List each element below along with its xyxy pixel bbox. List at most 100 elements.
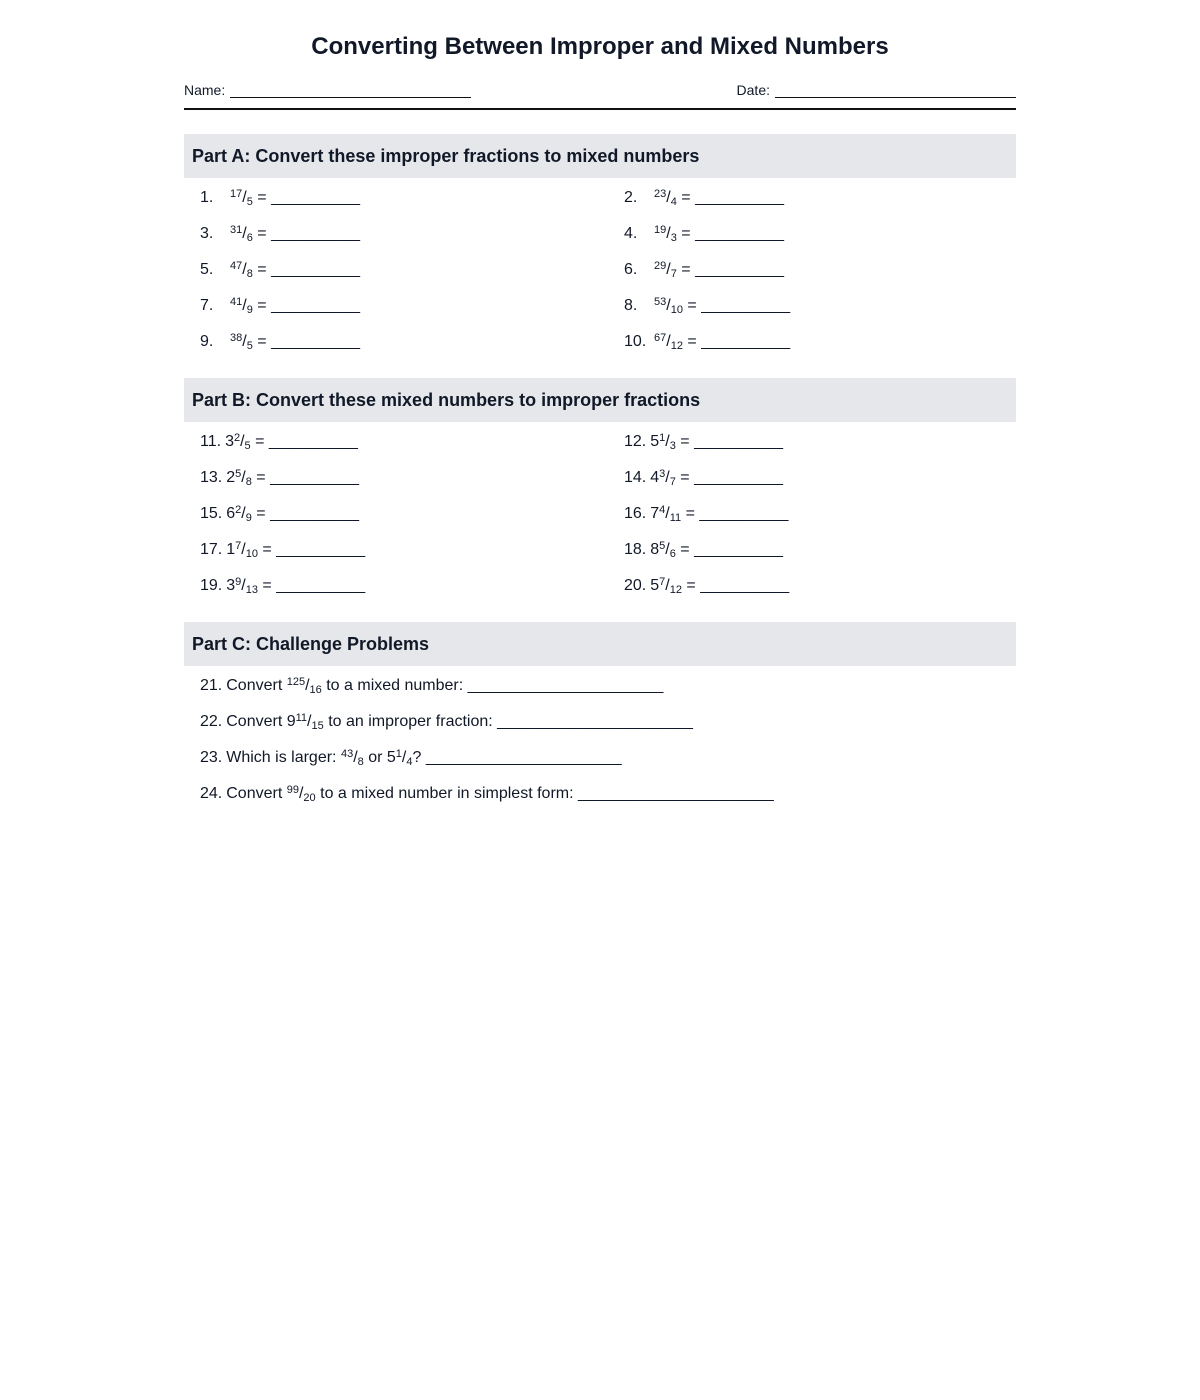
problem-text: to a mixed number:: [321, 677, 468, 694]
date-field[interactable]: Date:: [737, 82, 1016, 98]
answer-blank[interactable]: __________: [271, 297, 361, 314]
problem-number: 7.: [200, 297, 214, 314]
denominator: 6: [669, 548, 676, 560]
denominator: 12: [670, 340, 683, 352]
denominator: 5: [246, 196, 253, 208]
problem-item: 20. 57/12 = __________: [624, 576, 790, 596]
problem-text: or 5: [363, 749, 396, 766]
answer-blank[interactable]: ______________________: [577, 785, 774, 802]
problem-number: 2.: [624, 189, 638, 206]
part-c-heading: Part C: Challenge Problems: [184, 622, 1016, 666]
answer-blank[interactable]: __________: [276, 541, 366, 558]
answer-blank[interactable]: __________: [699, 505, 789, 522]
answer-blank[interactable]: ______________________: [497, 713, 693, 730]
answer-blank[interactable]: __________: [694, 433, 784, 450]
problem-item: 16. 74/11 = __________: [624, 504, 789, 524]
problem-number: 20.: [624, 577, 647, 594]
problem-item: 5. 47/8 = __________: [200, 252, 624, 288]
numerator: 17: [230, 188, 243, 200]
numerator: 19: [654, 224, 667, 236]
answer-blank[interactable]: __________: [695, 261, 785, 278]
numerator: 5: [235, 468, 242, 480]
date-label: Date:: [736, 82, 770, 98]
denominator: 8: [357, 756, 364, 768]
numerator: 43: [340, 748, 354, 760]
challenge-item: 23. Which is larger: 43/8 or 51/4? ______…: [200, 748, 622, 768]
answer-blank[interactable]: __________: [268, 433, 358, 450]
denominator: 8: [245, 476, 252, 488]
name-line[interactable]: [230, 83, 472, 98]
denominator: 5: [244, 440, 251, 452]
problem-number: 14.: [624, 469, 647, 486]
answer-blank[interactable]: __________: [271, 225, 361, 242]
problem-item: 13. 25/8 = __________: [200, 468, 360, 488]
denominator: 13: [245, 584, 258, 596]
problem-number: 24.: [200, 785, 223, 802]
answer-blank[interactable]: ______________________: [467, 677, 664, 694]
page-title: Converting Between Improper and Mixed Nu…: [311, 33, 889, 60]
answer-blank[interactable]: __________: [695, 189, 785, 206]
answer-blank[interactable]: __________: [271, 333, 361, 350]
numerator: 2: [233, 432, 241, 444]
problem-number: 4.: [624, 225, 638, 242]
problem-number: 17.: [200, 541, 223, 558]
denominator: 4: [670, 196, 677, 208]
answer-blank[interactable]: __________: [694, 541, 784, 558]
answer-blank[interactable]: __________: [700, 577, 790, 594]
denominator: 3: [670, 232, 677, 244]
answer-blank[interactable]: __________: [276, 577, 366, 594]
problem-item: 1. 17/5 = __________: [200, 180, 624, 216]
problem-item: 9. 38/5 = __________: [200, 324, 624, 360]
problem-text: Convert: [226, 677, 287, 694]
denominator: 8: [246, 268, 253, 280]
numerator: 38: [230, 332, 243, 344]
whole-number: 3: [225, 433, 234, 450]
answer-blank[interactable]: __________: [701, 333, 791, 350]
numerator: 5: [659, 540, 666, 552]
numerator: 53: [654, 296, 667, 308]
problem-number: 22.: [200, 713, 223, 730]
problem-item: 14. 43/7 = __________: [624, 468, 784, 488]
problem-number: 5.: [200, 261, 214, 278]
problem-number: 15.: [200, 505, 223, 522]
answer-blank[interactable]: __________: [270, 469, 360, 486]
whole-number: 4: [650, 469, 660, 486]
problem-item: 11. 32/5 = __________: [200, 432, 358, 452]
answer-blank[interactable]: __________: [694, 469, 784, 486]
problem-item: 15. 62/9 = __________: [200, 504, 360, 524]
whole-number: 1: [226, 541, 236, 558]
problem-item: 18. 85/6 = __________: [624, 540, 784, 560]
problem-number: 12.: [624, 433, 647, 450]
answer-blank[interactable]: ______________________: [425, 749, 622, 766]
answer-blank[interactable]: __________: [271, 189, 361, 206]
name-label: Name:: [184, 82, 226, 98]
date-line[interactable]: [775, 83, 1016, 98]
problem-number: 23.: [200, 749, 223, 766]
numerator: 7: [659, 576, 666, 588]
denominator: 10: [245, 548, 258, 560]
part-a-heading: Part A: Convert these improper fractions…: [184, 134, 1016, 178]
numerator: 47: [230, 260, 243, 272]
answer-blank[interactable]: __________: [695, 225, 785, 242]
name-field[interactable]: Name:: [184, 82, 472, 98]
numerator: 7: [235, 540, 242, 552]
numerator: 29: [654, 260, 667, 272]
denominator: 15: [311, 720, 324, 732]
problem-text: to a mixed number in simplest form:: [315, 785, 578, 802]
numerator: 9: [235, 576, 242, 588]
denominator: 9: [246, 304, 253, 316]
denominator: 7: [669, 476, 676, 488]
problem-item: 12. 51/3 = __________: [624, 432, 784, 452]
numerator: 41: [230, 296, 243, 308]
denominator: 6: [246, 232, 253, 244]
numerator: 3: [659, 468, 666, 480]
numerator: 4: [659, 504, 666, 516]
denominator: 12: [669, 584, 682, 596]
answer-blank[interactable]: __________: [270, 505, 360, 522]
problem-text: Convert: [226, 785, 287, 802]
problem-item: 2. 23/4 = __________: [624, 180, 1032, 216]
problem-text: to an improper fraction:: [323, 713, 498, 730]
answer-blank[interactable]: __________: [701, 297, 791, 314]
problem-text: Which is larger:: [226, 749, 341, 766]
answer-blank[interactable]: __________: [271, 261, 361, 278]
